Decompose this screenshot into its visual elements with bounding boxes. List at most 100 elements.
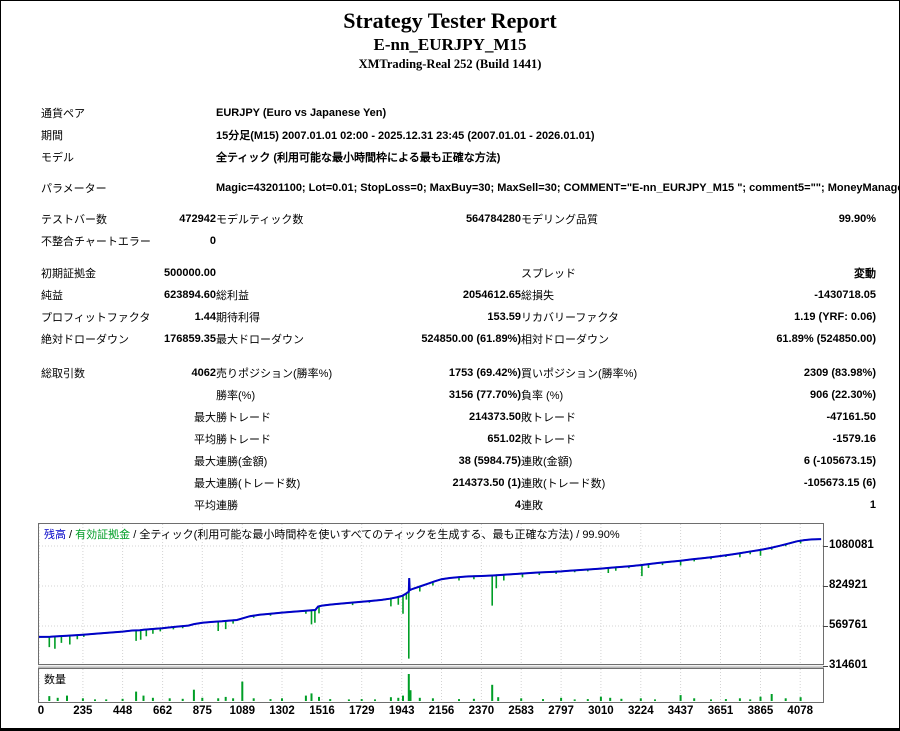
report-cell: 最大 bbox=[194, 456, 216, 468]
volume-bar bbox=[269, 699, 272, 701]
x-axis-label: 1089 bbox=[229, 705, 256, 717]
y-axis-tick bbox=[823, 546, 828, 547]
volume-bar bbox=[402, 695, 404, 701]
volume-bar bbox=[389, 697, 392, 701]
report-cell: 176859.35 bbox=[164, 333, 216, 345]
x-axis-label: 3224 bbox=[628, 705, 654, 717]
report-cell: 連敗(金額) bbox=[521, 456, 573, 468]
x-axis-label: 235 bbox=[73, 705, 93, 717]
volume-bar bbox=[560, 697, 563, 701]
volume-bar bbox=[135, 691, 138, 701]
legend-equity-label: 有効証拠金 bbox=[75, 529, 131, 541]
report-cell: -1430718.05 bbox=[814, 289, 876, 301]
x-axis-label: 448 bbox=[113, 705, 133, 717]
report-cell bbox=[521, 230, 696, 252]
report-cell: テストバー数 bbox=[41, 214, 107, 226]
volume-bar bbox=[224, 696, 227, 701]
volume-bar bbox=[409, 690, 412, 701]
report-cell: 6 (-105673.15) bbox=[803, 455, 876, 467]
volume-bar bbox=[472, 698, 475, 701]
volume-bar bbox=[491, 684, 494, 701]
report-cell: -47161.50 bbox=[826, 411, 876, 423]
report-table-body: 通貨ペア EURJPY (Euro vs Japanese Yen) 期間 15分足(… bbox=[41, 102, 899, 516]
report-cell: 564784280 bbox=[465, 213, 521, 225]
report-cell: 総利益 bbox=[216, 290, 249, 302]
report-cell: 500000.00 bbox=[164, 267, 216, 279]
report-cell bbox=[146, 168, 216, 208]
volume-bar bbox=[407, 674, 410, 701]
volume-bar bbox=[217, 698, 220, 701]
volume-bar bbox=[620, 698, 623, 701]
volume-bar bbox=[66, 695, 68, 701]
report-cell: 1.19 (YRF: 0.06) bbox=[794, 311, 876, 323]
report-cell: 0 bbox=[209, 235, 216, 247]
volume-bar bbox=[639, 698, 642, 701]
report-row: テストバー数 472942 モデルティック数 564784280 モデリング品質 99.9… bbox=[41, 208, 876, 230]
volume-bar bbox=[654, 699, 656, 701]
volume-bar bbox=[520, 698, 523, 701]
report-cell: 純益 bbox=[41, 290, 63, 302]
volume-bar bbox=[542, 699, 544, 701]
volume-bar bbox=[609, 697, 612, 701]
report-cell bbox=[401, 230, 521, 252]
volume-bar bbox=[586, 699, 589, 701]
volume-bar bbox=[192, 689, 195, 701]
volume-bar bbox=[181, 698, 184, 701]
report-cell: 平均 bbox=[194, 434, 216, 446]
spacer-cell bbox=[41, 350, 876, 362]
volume-bar bbox=[329, 699, 332, 701]
volume-bar bbox=[418, 697, 421, 701]
x-axis-label: 2797 bbox=[548, 705, 574, 717]
volume-bar bbox=[679, 695, 682, 701]
volume-bar bbox=[784, 698, 787, 701]
report-cell: 勝トレード bbox=[216, 434, 271, 446]
volume-bar bbox=[693, 698, 696, 701]
report-row: モデル 全ティック (利用可能な最小時間枠による最も正確な方法) bbox=[41, 146, 876, 168]
report-cell: 連敗 bbox=[521, 500, 543, 512]
volume-bar bbox=[318, 696, 320, 701]
report-cell: EURJPY (Euro vs Japanese Yen) bbox=[216, 107, 387, 119]
report-cell: パラメーター bbox=[41, 183, 107, 195]
report-cell: 906 (22.30%) bbox=[809, 389, 876, 401]
volume-bar bbox=[770, 694, 773, 701]
report-cell: 651.02 bbox=[487, 433, 521, 445]
y-axis-tick bbox=[823, 626, 828, 627]
report-cell: 相対ドローダウン bbox=[521, 334, 609, 346]
report-cell: 38 (5984.75) bbox=[458, 455, 521, 467]
volume-bar bbox=[749, 699, 752, 701]
report-row: 通貨ペア EURJPY (Euro vs Japanese Yen) bbox=[41, 102, 876, 124]
volume-bar bbox=[121, 698, 124, 701]
volume-bar bbox=[81, 698, 84, 701]
x-axis-label: 1516 bbox=[309, 705, 335, 717]
legend-separator: / bbox=[573, 529, 583, 541]
volume-bar bbox=[201, 697, 204, 701]
volume-bar bbox=[347, 699, 350, 701]
volume-bar bbox=[431, 698, 434, 701]
report-cell: 最大 bbox=[194, 478, 216, 490]
balance-equity-chart-svg bbox=[39, 524, 823, 664]
volume-bar bbox=[573, 699, 576, 701]
spacer-row bbox=[41, 252, 876, 262]
legend-separator: / bbox=[130, 529, 140, 541]
report-cell: 4 bbox=[514, 499, 521, 511]
x-axis-label: 2156 bbox=[428, 705, 455, 717]
volume-bar bbox=[168, 698, 171, 701]
report-cell: 期待利得 bbox=[216, 312, 260, 324]
report-cell: 最大 bbox=[194, 412, 216, 424]
x-axis-label: 1943 bbox=[388, 705, 415, 717]
report-cell: 2309 (83.98%) bbox=[803, 367, 876, 379]
y-axis-label: 314601 bbox=[829, 659, 868, 671]
report-cell: -105673.15 (6) bbox=[803, 477, 876, 489]
balance-chart-panel bbox=[38, 523, 824, 665]
x-axis-label: 2370 bbox=[468, 705, 495, 717]
report-cell: 153.59 bbox=[487, 311, 521, 323]
report-cell bbox=[41, 472, 146, 494]
x-axis-label: 662 bbox=[152, 705, 173, 717]
x-axis-label: 3865 bbox=[747, 705, 774, 717]
report-cell: スプレッド bbox=[521, 268, 576, 280]
y-axis-tick bbox=[823, 666, 828, 667]
report-cell: 4062 bbox=[191, 367, 216, 379]
report-cell: モデルティック数 bbox=[216, 214, 304, 226]
report-cell: 2054612.65 bbox=[462, 289, 521, 301]
y-axis-label: 824921 bbox=[829, 579, 868, 591]
